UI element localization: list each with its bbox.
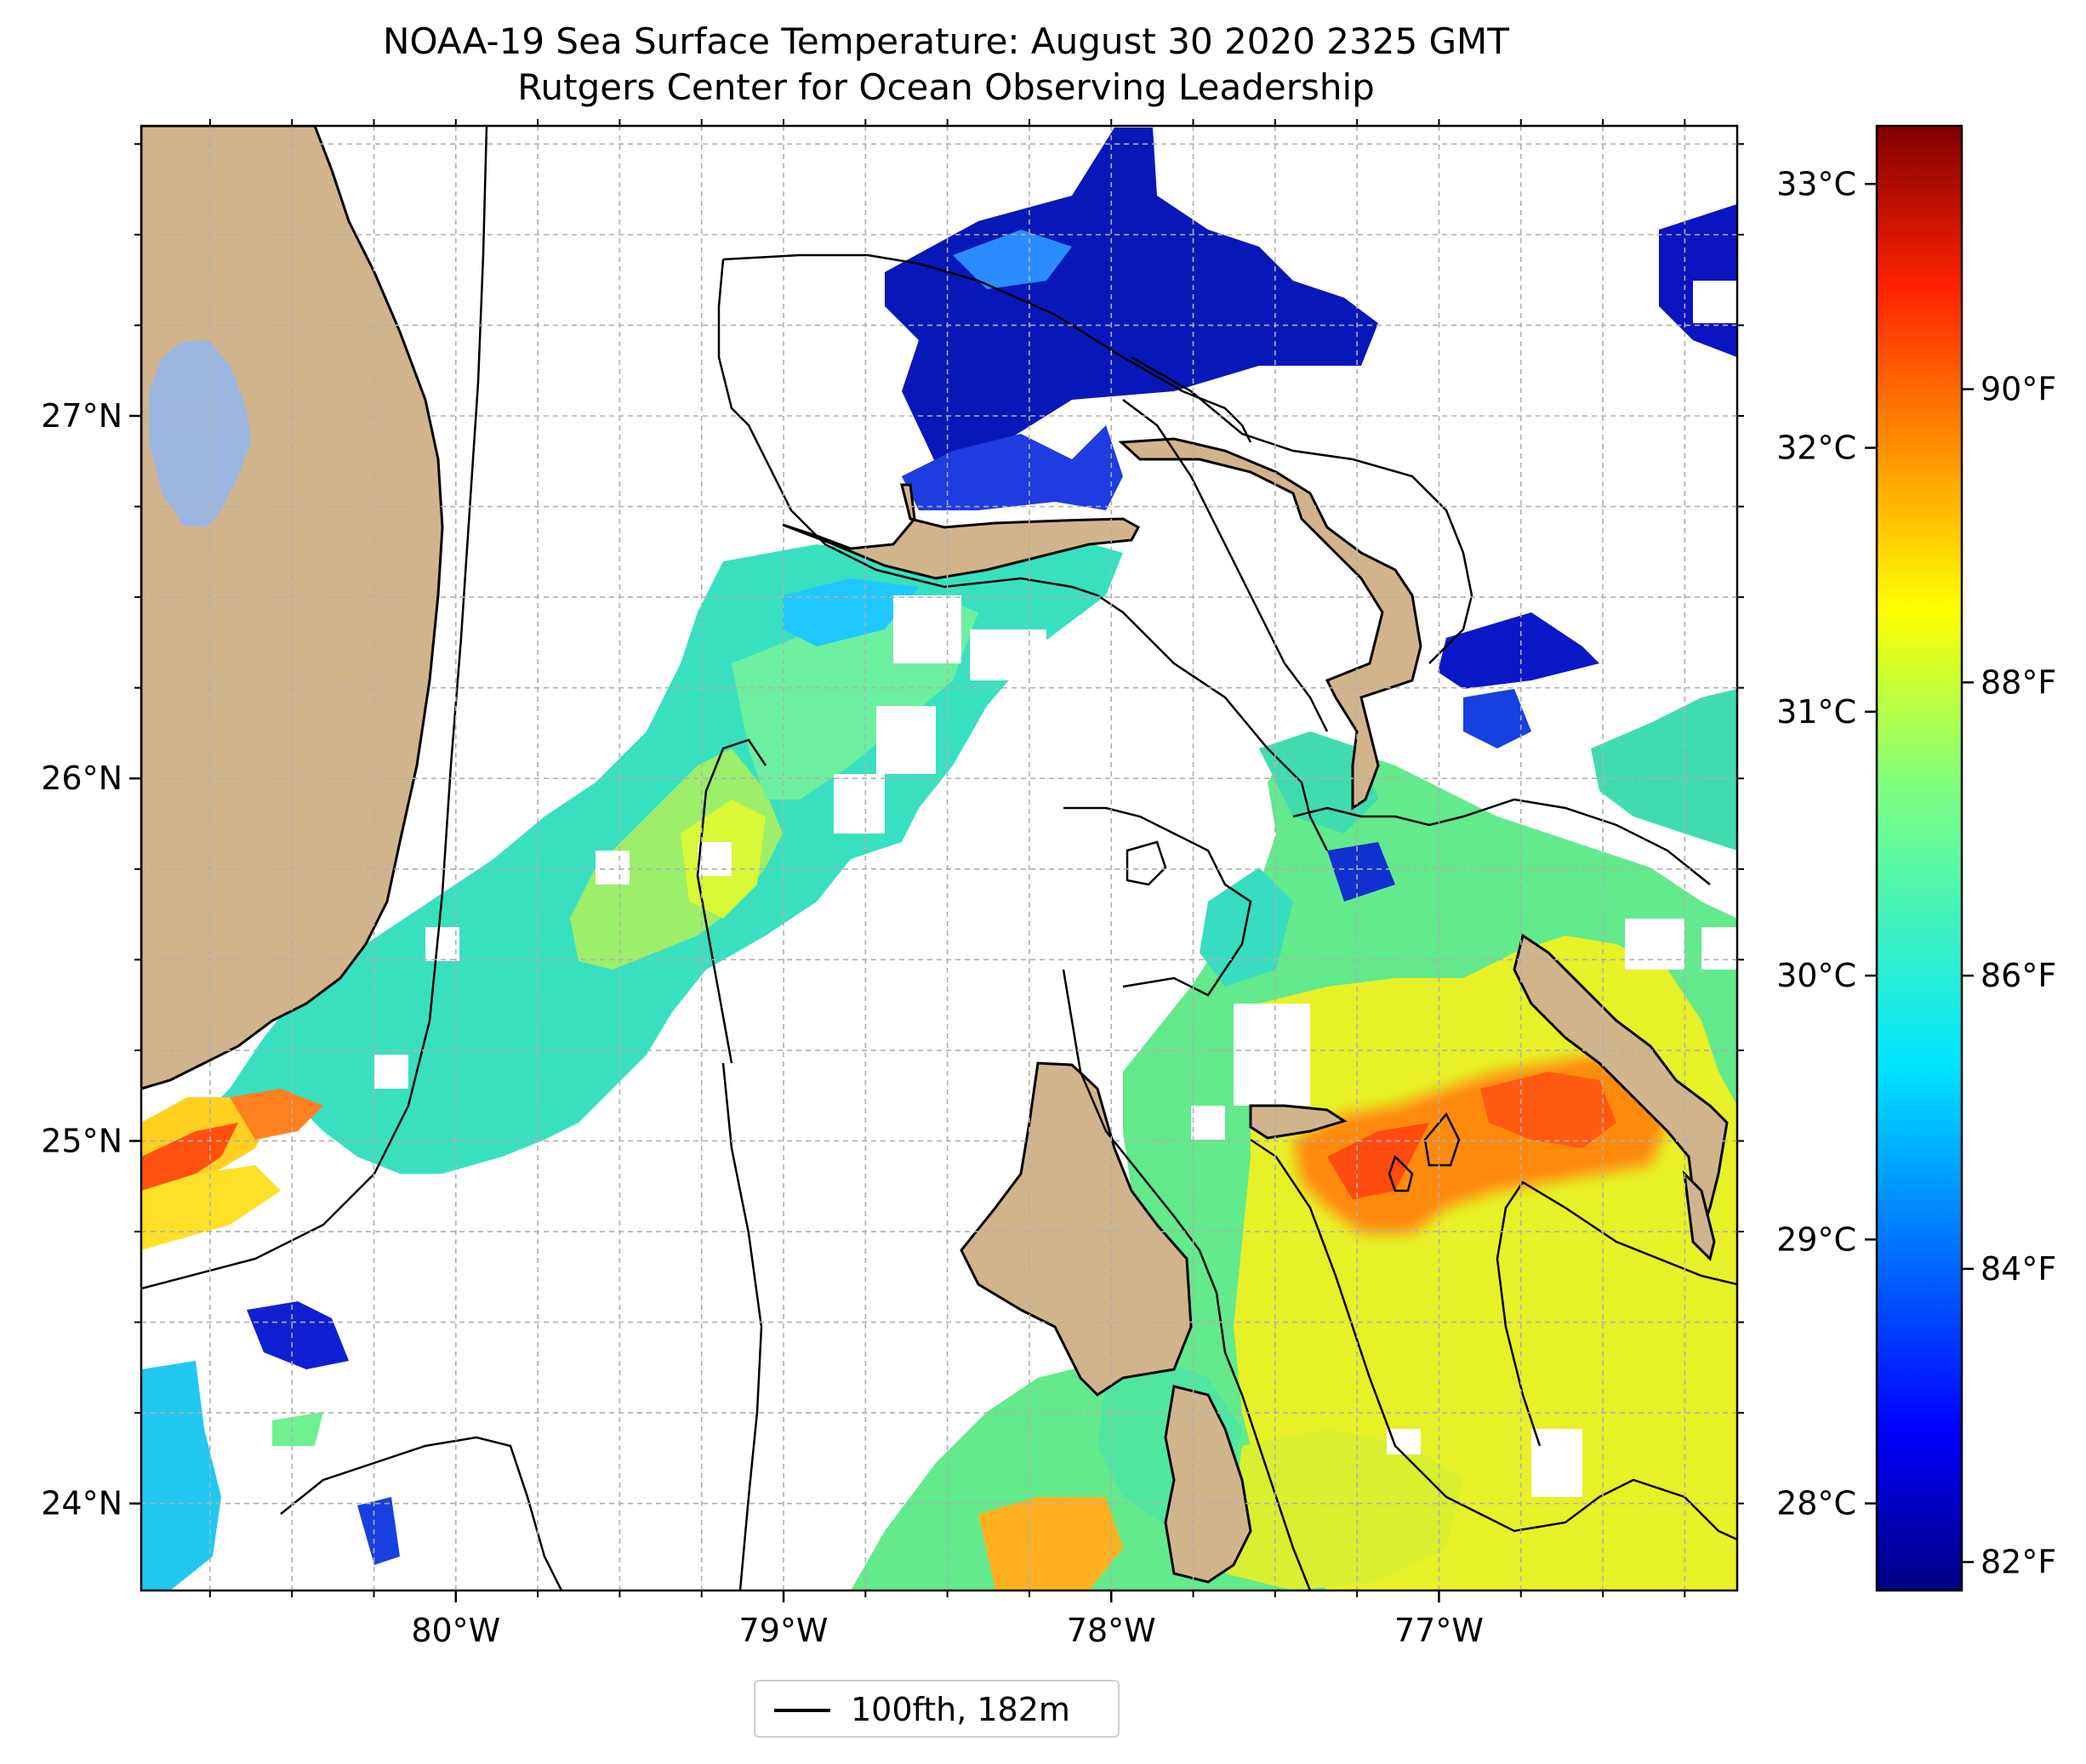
legend: 100fth, 182m (754, 1680, 1120, 1738)
lon-tick-label: 79°W (739, 1612, 829, 1649)
colorbar: 33°C 32°C 31°C 30°C 29°C 28°C 90°F 88°F 86°F 84°F… (1776, 124, 2056, 1592)
legend-isobath-line (774, 1709, 830, 1712)
lon-tick-label: 78°W (1067, 1612, 1156, 1649)
map-title: NOAA-19 Sea Surface Temperature: August … (383, 20, 1509, 62)
colorbar-label-f: 84°F (1981, 1250, 2056, 1288)
lon-tick-label: 80°W (411, 1612, 500, 1649)
lat-tick-label: 24°N (41, 1485, 123, 1522)
map-frame (140, 124, 1739, 1592)
lat-tick-label: 27°N (41, 397, 123, 435)
map-subtitle: Rutgers Center for Ocean Observing Leade… (517, 66, 1375, 108)
gridlines (141, 126, 1737, 1590)
cloud-gaps (374, 281, 1737, 1497)
colorbar-label-c: 30°C (1776, 957, 1856, 994)
lat-tick-label: 25°N (41, 1122, 123, 1159)
colorbar-label-c: 33°C (1776, 165, 1856, 202)
colorbar-ticks: 33°C 32°C 31°C 30°C 29°C 28°C 90°F 88°F 86°F 84°F… (1776, 165, 2056, 1580)
colorbar-label-f: 82°F (1981, 1544, 2056, 1581)
lake-okeechobee (149, 340, 251, 527)
legend-label: 100fth, 182m (851, 1691, 1070, 1728)
colorbar-label-c: 32°C (1776, 430, 1856, 467)
colorbar-frame (1875, 124, 1963, 1592)
colorbar-scale (1877, 126, 1962, 1590)
colorbar-label-f: 88°F (1981, 663, 2056, 701)
isobath-100fth (141, 126, 1737, 1590)
colorbar-label-c: 31°C (1776, 693, 1856, 731)
lat-tick-label: 26°N (41, 760, 123, 797)
colorbar-label-c: 29°C (1776, 1221, 1856, 1258)
axis-ticks: 80°W 79°W 78°W 77°W 27°N 26°N 25°N 24°N (41, 119, 1744, 1649)
colorbar-label-f: 90°F (1981, 371, 2056, 408)
colorbar-label-f: 86°F (1981, 957, 2056, 994)
lon-tick-label: 77°W (1394, 1612, 1484, 1649)
colorbar-label-c: 28°C (1776, 1485, 1856, 1522)
